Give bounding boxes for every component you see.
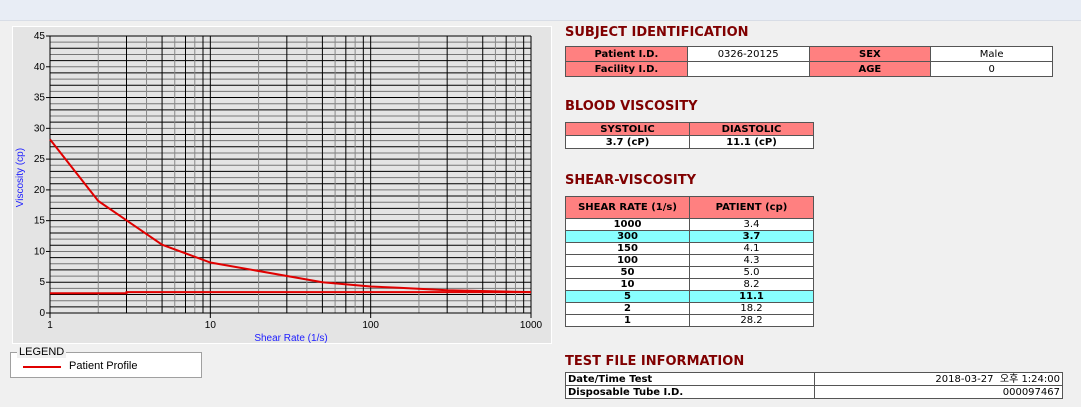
patient-cell: 18.2	[689, 302, 814, 315]
y-tick-label: 40	[34, 62, 46, 73]
x-tick-label: 1	[47, 320, 53, 331]
patient-cell: 3.4	[689, 218, 814, 231]
blood-title: BLOOD VISCOSITY	[565, 99, 698, 114]
shear-row: 1 28.2	[565, 314, 814, 327]
patient-cell: 5.0	[689, 266, 814, 279]
patient-cell: 4.3	[689, 254, 814, 267]
series-line	[50, 291, 531, 295]
x-tick-label: 100	[362, 320, 379, 331]
date-value: 2018-03-27 오후 1:24:00	[813, 372, 1063, 386]
shear-rate-cell: 300	[565, 230, 690, 243]
patient-header: PATIENT (cp)	[689, 196, 814, 219]
x-tick-label: 1000	[520, 320, 543, 331]
systolic-label: SYSTOLIC	[565, 122, 690, 136]
tube-label: Disposable Tube I.D.	[565, 385, 815, 399]
testfile-title: TEST FILE INFORMATION	[565, 354, 745, 369]
patient-cell: 28.2	[689, 314, 814, 327]
patient-cell: 11.1	[689, 290, 814, 303]
legend-title: LEGEND	[17, 346, 67, 358]
systolic-value: 3.7 (cP)	[565, 135, 690, 149]
legend-line-swatch	[23, 366, 61, 368]
y-tick-label: 30	[34, 123, 46, 134]
shear-title: SHEAR-VISCOSITY	[565, 173, 696, 188]
chart-panel: 0 5 10 15 20 25 30 35 40 45 1 10 100 1000 Shear Rate (…	[12, 26, 552, 344]
testfile-table: Date/Time Test 2018-03-27 오후 1:24:00 Disp…	[565, 372, 1063, 399]
y-tick-label: 20	[34, 185, 46, 196]
shear-row: 1000 3.4	[565, 218, 814, 231]
y-tick-label: 10	[34, 246, 46, 257]
y-tick-label: 5	[39, 277, 45, 288]
date-label: Date/Time Test	[565, 372, 815, 386]
shear-rate-cell: 2	[565, 302, 690, 315]
shear-row: 10 8.2	[565, 278, 814, 291]
shear-row: 50 5.0	[565, 266, 814, 279]
shear-rate-cell: 1	[565, 314, 690, 327]
subject-title: SUBJECT IDENTIFICATION	[565, 25, 749, 40]
top-bar	[0, 0, 1081, 21]
diastolic-label: DIASTOLIC	[689, 122, 814, 136]
sex-value: Male	[930, 46, 1053, 62]
shear-row: 300 3.7	[565, 230, 814, 243]
x-tick-label: 10	[205, 320, 217, 331]
y-tick-label: 45	[34, 31, 46, 42]
shear-row: 5 11.1	[565, 290, 814, 303]
shear-rate-cell: 150	[565, 242, 690, 255]
legend-item: Patient Profile	[69, 360, 138, 372]
diastolic-value: 11.1 (cP)	[689, 135, 814, 149]
x-axis-label: Shear Rate (1/s)	[254, 333, 327, 343]
shear-table: SHEAR RATE (1/s) PATIENT (cp) 1000 3.4 300 3…	[565, 196, 814, 327]
legend: LEGEND Patient Profile	[10, 346, 202, 378]
age-label: AGE	[808, 61, 932, 77]
shear-rate-cell: 5	[565, 290, 690, 303]
viscosity-chart: 0 5 10 15 20 25 30 35 40 45 1 10 100 1000 Shear Rate (…	[15, 31, 543, 344]
patient-cell: 3.7	[689, 230, 814, 243]
shear-rate-cell: 1000	[565, 218, 690, 231]
sex-label: SEX	[808, 46, 932, 62]
facility-id-value	[686, 61, 810, 77]
blood-table: SYSTOLIC DIASTOLIC 3.7 (cP) 11.1 (cP)	[565, 122, 814, 149]
patient-cell: 8.2	[689, 278, 814, 291]
shear-row: 150 4.1	[565, 242, 814, 255]
facility-id-label: Facility I.D.	[565, 61, 688, 77]
shear-row: 100 4.3	[565, 254, 814, 267]
y-tick-label: 25	[34, 154, 46, 165]
shear-rate-cell: 50	[565, 266, 690, 279]
patient-cell: 4.1	[689, 242, 814, 255]
shear-row: 2 18.2	[565, 302, 814, 315]
shear-rate-cell: 10	[565, 278, 690, 291]
y-tick-label: 35	[34, 93, 46, 104]
y-tick-label: 0	[39, 308, 45, 319]
age-value: 0	[930, 61, 1053, 77]
shear-rate-header: SHEAR RATE (1/s)	[565, 196, 690, 219]
tube-value: 000097467	[813, 385, 1063, 399]
y-tick-label: 15	[34, 216, 46, 227]
shear-rate-cell: 100	[565, 254, 690, 267]
y-axis-label: Viscosity (cp)	[15, 148, 26, 207]
patient-id-label: Patient I.D.	[565, 46, 688, 62]
subject-table: Patient I.D. 0326-20125 SEX Male Facility I…	[565, 46, 1053, 77]
series-line	[49, 138, 532, 294]
patient-id-value: 0326-20125	[686, 46, 810, 62]
